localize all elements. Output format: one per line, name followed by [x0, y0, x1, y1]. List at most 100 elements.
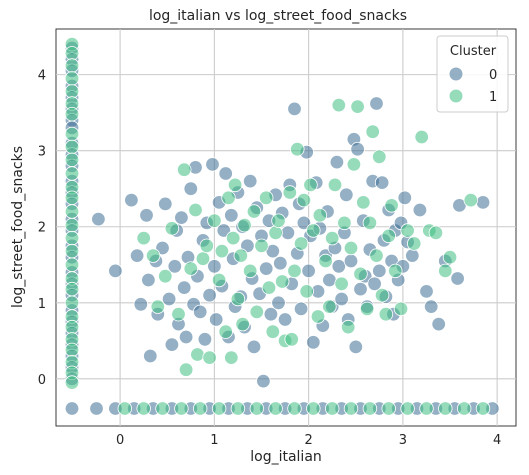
- y-tick-label-3: 3: [38, 145, 46, 160]
- point-cluster-0-82: [259, 261, 274, 276]
- point-cluster-0-91: [280, 225, 296, 241]
- point-cluster-1-15: [64, 230, 80, 246]
- point-cluster-0-147: [431, 316, 446, 332]
- point-cluster-0-46: [174, 210, 189, 225]
- point-cluster-1-41: [202, 350, 217, 365]
- point-cluster-0-36: [143, 348, 158, 364]
- point-cluster-1-27: [64, 375, 80, 390]
- point-cluster-1-117: [287, 401, 302, 416]
- point-cluster-1-33: [171, 307, 186, 322]
- point-cluster-1-55: [246, 204, 262, 219]
- point-cluster-1-79: [327, 177, 343, 193]
- point-cluster-1-1: [64, 46, 80, 61]
- point-cluster-1-40: [199, 238, 215, 254]
- point-cluster-1-84: [343, 240, 359, 256]
- point-cluster-1-59: [261, 280, 277, 295]
- point-cluster-1-101: [407, 236, 422, 251]
- point-cluster-1-116: [268, 401, 283, 416]
- point-cluster-1-50: [230, 291, 246, 307]
- point-cluster-1-68: [290, 141, 305, 157]
- point-cluster-0-100: [301, 263, 316, 279]
- point-cluster-1-36: [183, 261, 199, 276]
- point-cluster-1-43: [211, 272, 227, 288]
- x-tick-label-3: 3: [399, 433, 407, 448]
- point-cluster-1-112: [192, 401, 208, 416]
- point-cluster-0-30: [108, 263, 123, 279]
- point-cluster-1-91: [365, 124, 380, 139]
- point-cluster-0-43: [167, 259, 183, 274]
- legend-marker-0: [448, 66, 464, 82]
- point-cluster-0-41: [161, 291, 177, 307]
- point-cluster-0-129: [369, 96, 384, 111]
- point-cluster-1-111: [174, 401, 189, 416]
- point-cluster-0-146: [424, 299, 439, 314]
- point-cluster-1-37: [188, 202, 203, 218]
- point-cluster-0-114: [334, 291, 349, 307]
- point-cluster-1-22: [64, 319, 80, 335]
- point-cluster-0-97: [293, 301, 309, 317]
- point-cluster-1-124: [419, 401, 434, 416]
- legend: Cluster 0 1: [436, 35, 509, 113]
- point-cluster-1-47: [224, 350, 239, 365]
- y-tick-label-2: 2: [38, 221, 46, 236]
- point-cluster-0-75: [242, 173, 258, 189]
- y-axis-title: log_street_food_snacks: [10, 146, 26, 308]
- point-cluster-0-90: [277, 312, 293, 327]
- point-cluster-1-48: [225, 230, 241, 246]
- point-cluster-1-89: [359, 301, 375, 317]
- point-cluster-1-30: [150, 299, 166, 314]
- point-cluster-1-29: [145, 248, 161, 263]
- point-cluster-1-39: [195, 251, 211, 266]
- x-tick-label-1: 1: [210, 433, 218, 448]
- point-cluster-1-56: [249, 304, 264, 320]
- point-cluster-0-50: [183, 181, 199, 196]
- point-cluster-0-88: [273, 256, 288, 271]
- point-cluster-1-115: [249, 401, 264, 416]
- point-cluster-0-130: [372, 263, 387, 279]
- point-cluster-1-61: [268, 225, 283, 241]
- point-cluster-0-29: [91, 211, 106, 227]
- point-cluster-0-64: [216, 223, 232, 238]
- point-cluster-0-116: [339, 187, 354, 203]
- legend-marker-1: [448, 88, 464, 104]
- point-cluster-1-88: [356, 195, 371, 210]
- point-cluster-0-152: [89, 401, 104, 416]
- point-cluster-1-99: [393, 301, 409, 317]
- x-axis-title: log_italian: [250, 449, 322, 465]
- legend-title: Cluster: [450, 44, 497, 59]
- point-cluster-1-76: [318, 253, 333, 269]
- point-cluster-1-13: [64, 204, 80, 219]
- point-cluster-1-10: [64, 166, 80, 181]
- point-cluster-1-94: [374, 288, 390, 303]
- point-cluster-0-54: [192, 304, 208, 320]
- point-cluster-1-97: [384, 198, 399, 213]
- point-cluster-1-120: [343, 401, 359, 416]
- point-cluster-1-100: [400, 223, 415, 238]
- point-cluster-1-122: [381, 401, 396, 416]
- point-cluster-1-74: [310, 309, 326, 324]
- point-cluster-1-28: [136, 230, 151, 246]
- point-cluster-0-67: [224, 208, 239, 223]
- point-cluster-0-33: [133, 297, 149, 312]
- point-cluster-1-80: [331, 97, 347, 113]
- point-cluster-1-44: [214, 243, 230, 259]
- point-cluster-1-92: [369, 248, 384, 263]
- point-cluster-0-56: [197, 332, 213, 347]
- point-cluster-1-75: [312, 208, 328, 223]
- point-cluster-1-45: [218, 324, 233, 339]
- point-cluster-1-17: [64, 257, 80, 273]
- point-cluster-0-31: [124, 192, 139, 208]
- point-cluster-0-87: [271, 295, 286, 311]
- chart-title: log_italian vs log_street_food_snacks: [149, 8, 407, 24]
- point-cluster-1-107: [463, 192, 479, 208]
- point-cluster-0-84: [263, 307, 279, 322]
- point-cluster-0-141: [397, 190, 413, 206]
- point-cluster-0-34: [139, 208, 154, 223]
- point-cluster-1-105: [438, 263, 453, 279]
- point-cluster-1-93: [372, 149, 387, 165]
- point-cluster-1-6: [64, 106, 80, 122]
- point-cluster-1-31: [158, 269, 173, 284]
- point-cluster-1-9: [64, 152, 80, 168]
- point-cluster-0-113: [331, 259, 347, 274]
- point-cluster-0-61: [208, 312, 224, 327]
